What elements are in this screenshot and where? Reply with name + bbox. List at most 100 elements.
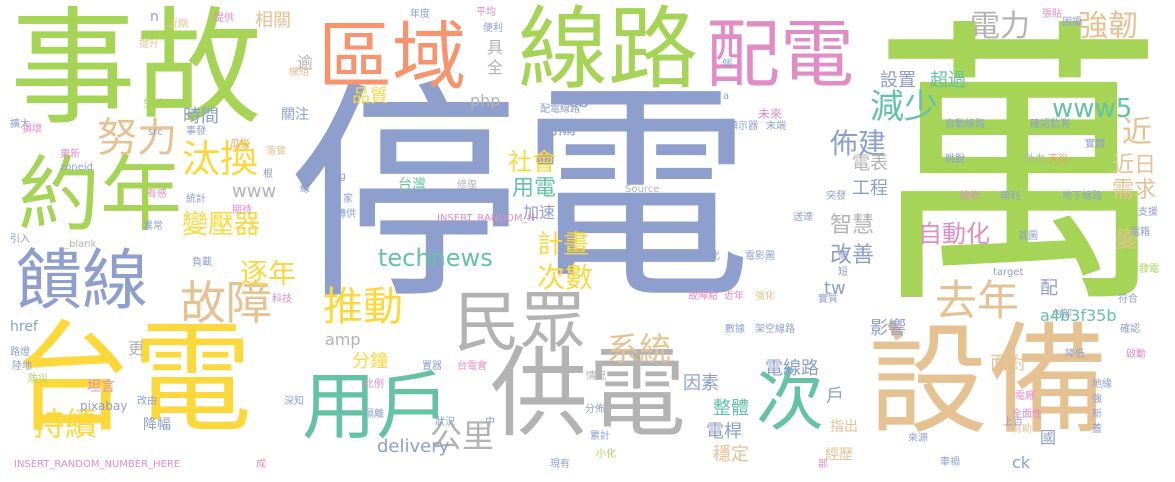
word: zoneid bbox=[60, 162, 93, 173]
word: 來源 bbox=[908, 433, 928, 444]
word: 關注 bbox=[281, 107, 309, 123]
word: 現有 bbox=[550, 459, 570, 470]
word: 實體 bbox=[1085, 139, 1105, 150]
word: 逐年 bbox=[240, 257, 297, 290]
word: 電力 bbox=[970, 9, 1030, 44]
word: technews bbox=[378, 244, 493, 272]
word: 近期 bbox=[168, 19, 188, 30]
word: 根 bbox=[263, 169, 273, 180]
word: 推動 bbox=[323, 284, 403, 330]
word: 外力 bbox=[1025, 154, 1045, 165]
word: target bbox=[993, 267, 1024, 278]
word: 數據 bbox=[725, 324, 745, 335]
word: 饋線 bbox=[16, 242, 148, 319]
word: 未來 bbox=[758, 107, 783, 121]
word: ck bbox=[1012, 453, 1031, 472]
word: 事故 bbox=[10, 0, 262, 142]
word: 持續 bbox=[33, 405, 98, 443]
word: 實質 bbox=[818, 294, 838, 305]
word: 科技 bbox=[272, 294, 292, 305]
word: 因素 bbox=[683, 373, 719, 394]
word: 啟動 bbox=[1126, 349, 1146, 360]
word: 強韌 bbox=[1078, 9, 1138, 44]
word: 分佈 bbox=[585, 404, 605, 415]
word: 智慧 bbox=[830, 213, 875, 238]
word: href bbox=[10, 319, 38, 335]
word: 陸地 bbox=[12, 361, 32, 372]
word: 自動化 bbox=[918, 220, 990, 248]
word: 線路 bbox=[518, 0, 698, 102]
word: 配 bbox=[1040, 278, 1058, 299]
word: 發電 bbox=[1139, 264, 1159, 275]
word: 民眾 bbox=[454, 284, 586, 361]
word: 自動線路 bbox=[945, 119, 985, 130]
word: 近年 bbox=[724, 291, 744, 302]
word: 用電 bbox=[512, 176, 557, 201]
word: 短 bbox=[838, 267, 848, 278]
word: 面對 bbox=[990, 353, 1026, 374]
word: 社會 bbox=[508, 148, 556, 176]
word: a4b3f35b bbox=[1040, 306, 1117, 325]
word: 個 bbox=[722, 59, 732, 70]
word: 提升 bbox=[139, 39, 159, 50]
word: 變壓器 bbox=[182, 210, 261, 240]
word: 事發 bbox=[186, 126, 206, 137]
word: 電廠 bbox=[1015, 391, 1035, 402]
word: img bbox=[327, 171, 346, 182]
word: 張貼 bbox=[1042, 9, 1062, 20]
word: 上百 bbox=[1003, 417, 1023, 428]
word: 變 bbox=[1116, 228, 1139, 253]
word: pixabay bbox=[80, 399, 128, 413]
word: 電箱 bbox=[1130, 227, 1150, 238]
word: 供電 bbox=[490, 337, 687, 451]
word: 設備 bbox=[868, 312, 1108, 451]
word: 防災 bbox=[28, 374, 48, 385]
word: 計畫 bbox=[537, 230, 590, 260]
word: www bbox=[232, 181, 277, 202]
word: 故障 bbox=[180, 276, 272, 330]
word: 累計 bbox=[590, 431, 610, 442]
word: 工程 bbox=[852, 178, 888, 199]
word: 更 bbox=[128, 339, 145, 358]
word: 天災 bbox=[1048, 154, 1068, 165]
word: 送達 bbox=[793, 212, 813, 223]
word: 配電 bbox=[706, 12, 854, 98]
word: 故障點 bbox=[688, 291, 718, 302]
word: 確認 bbox=[1120, 324, 1140, 335]
word: 搶修 bbox=[960, 191, 980, 202]
word: 符合 bbox=[1118, 294, 1138, 305]
word: 異常 bbox=[143, 221, 163, 232]
word: 分鐘 bbox=[352, 351, 388, 372]
word: 坦言 bbox=[87, 379, 115, 395]
word: 家 bbox=[343, 194, 353, 205]
word: 確認監測 bbox=[1030, 119, 1070, 130]
word: 近日 bbox=[1112, 153, 1157, 178]
word: 影響 bbox=[870, 318, 906, 339]
word: 轉供 bbox=[336, 209, 356, 220]
word: 系統 bbox=[607, 330, 672, 368]
word: 引入 bbox=[10, 234, 30, 245]
word: 用戶 bbox=[302, 364, 450, 450]
word: 台電 bbox=[12, 310, 252, 449]
word: 強化 bbox=[755, 291, 775, 302]
word: 路燈 bbox=[10, 347, 30, 358]
word: delivery bbox=[377, 436, 450, 457]
word: 超過 bbox=[930, 70, 966, 91]
word: 分區並進 bbox=[603, 121, 643, 132]
word: 線 bbox=[300, 184, 310, 195]
word: 具 bbox=[487, 38, 504, 57]
word: 降幅 bbox=[143, 417, 171, 433]
word: 情況 bbox=[586, 371, 606, 382]
word: 改由 bbox=[137, 396, 157, 407]
word: 蓋 bbox=[1092, 424, 1102, 435]
word: 去年 bbox=[935, 276, 1020, 325]
word: _blank bbox=[64, 239, 97, 250]
word: 地下線路 bbox=[1062, 191, 1102, 202]
word: www5 bbox=[1052, 94, 1133, 124]
word: 加速 bbox=[523, 203, 556, 222]
word: 約年 bbox=[18, 148, 183, 243]
word: 台灣 bbox=[398, 177, 426, 193]
word: 有助 bbox=[1012, 424, 1032, 435]
word: 經歷 bbox=[825, 447, 853, 463]
word: 支援 bbox=[1138, 207, 1158, 218]
